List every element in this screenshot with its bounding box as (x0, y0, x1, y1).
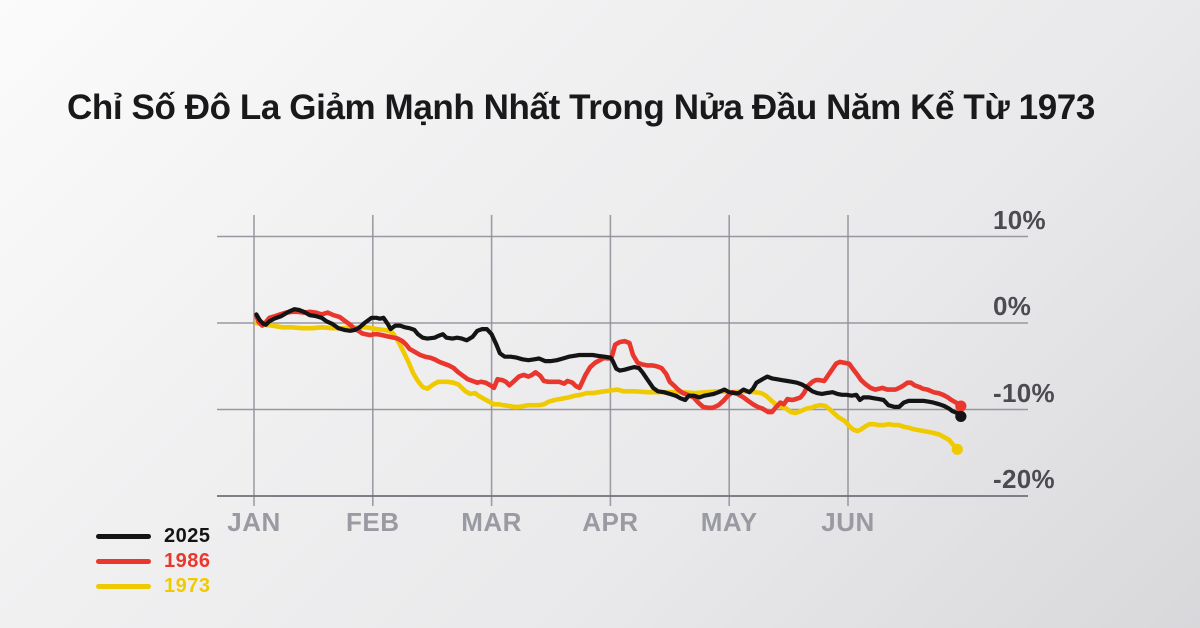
legend-label-1986: 1986 (164, 550, 211, 572)
legend-swatch-1986 (96, 558, 151, 564)
legend-swatch-1973 (96, 583, 151, 589)
legend-label-1973: 1973 (164, 575, 211, 597)
series-1973-line (254, 320, 960, 452)
page-title: Chỉ Số Đô La Giảm Mạnh Nhất Trong Nửa Đầ… (67, 88, 1095, 127)
x-tick-label-JAN: JAN (227, 507, 281, 537)
x-tick-label-APR: APR (582, 507, 639, 537)
x-tick-label-FEB: FEB (346, 507, 400, 537)
legend-item-1986: 1986 (96, 550, 211, 572)
series-1986-end-dot (955, 400, 967, 412)
y-tick-label--20: -20% (993, 464, 1055, 494)
legend-label-2025: 2025 (164, 525, 211, 547)
series-1986-line (254, 309, 964, 415)
y-tick-label-10: 10% (993, 204, 1046, 235)
legend-swatch-2025 (96, 533, 151, 539)
x-tick-label-MAR: MAR (461, 507, 522, 537)
y-tick-label-0: 0% (993, 291, 1032, 321)
series-2025-end-dot (955, 410, 967, 423)
y-tick-label--10: -10% (993, 377, 1055, 408)
legend-item-2025: 2025 (96, 525, 211, 547)
series-1973-end-dot (951, 443, 963, 455)
legend: 2025 1986 1973 (96, 525, 211, 597)
x-tick-label-JUN: JUN (821, 507, 875, 537)
series-2025-line (254, 307, 964, 419)
legend-item-1973: 1973 (96, 575, 211, 597)
x-tick-label-MAY: MAY (700, 507, 758, 537)
